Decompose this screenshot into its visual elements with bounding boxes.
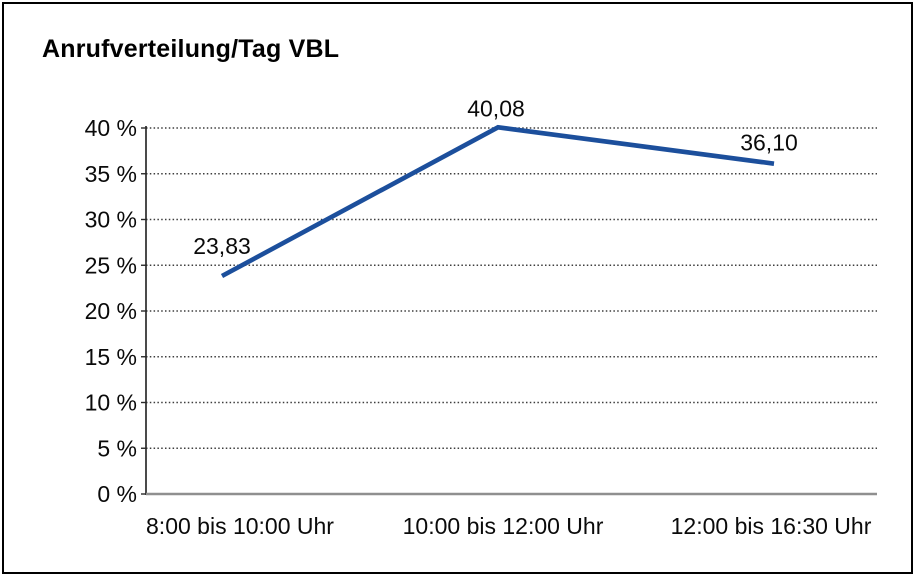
x-tick-label: 12:00 bis 16:30 Uhr [671,513,872,539]
y-tick-label: 30 % [85,207,137,233]
y-tick-label: 0 % [97,481,137,507]
y-tick-label: 25 % [85,252,137,278]
data-point-label: 23,83 [193,233,251,259]
line-chart: 23,83 40,08 36,10 0 % 5 % 10 % 15 % 20 % 25 % 30 … [85,95,877,539]
x-tick-label: 10:00 bis 12:00 Uhr [403,513,604,539]
chart-title: Anrufverteilung/Tag VBL [42,35,340,63]
y-tick-label: 10 % [85,390,137,416]
y-tick-label: 35 % [85,161,137,187]
data-point-label: 36,10 [740,130,798,156]
y-tick-label: 20 % [85,298,137,324]
x-tick-label: 8:00 bis 10:00 Uhr [146,513,334,539]
y-tick-label: 5 % [97,435,137,461]
y-tick-label: 15 % [85,344,137,370]
data-line-series [220,124,775,279]
y-tick-label: 40 % [85,115,137,141]
data-point-label: 40,08 [467,95,525,121]
